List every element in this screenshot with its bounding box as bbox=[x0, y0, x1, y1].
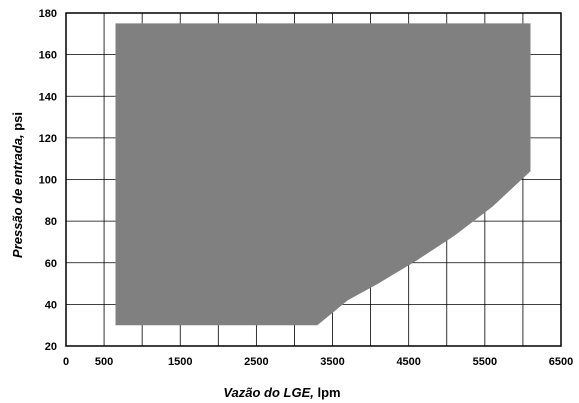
y-tick-label: 20 bbox=[45, 341, 57, 353]
y-tick-label: 160 bbox=[39, 50, 57, 62]
y-axis-title: Pressão de entrada, psi bbox=[10, 112, 25, 258]
x-tick-label: 6500 bbox=[549, 356, 573, 368]
y-tick-label: 60 bbox=[45, 258, 57, 270]
x-tick-labels: 0 500 1500 2500 3500 4500 5500 6500 bbox=[63, 356, 573, 368]
x-tick-label: 2500 bbox=[244, 356, 268, 368]
y-axis-title-unit: psi bbox=[10, 112, 25, 134]
y-tick-label: 100 bbox=[39, 175, 57, 187]
y-tick-label: 180 bbox=[39, 8, 57, 20]
y-tick-label: 40 bbox=[45, 299, 57, 311]
y-tick-label: 120 bbox=[39, 133, 57, 145]
operating-region-area bbox=[115, 23, 531, 326]
x-tick-label: 500 bbox=[95, 356, 113, 368]
x-axis-title: Vazão do LGE, lpm bbox=[223, 385, 340, 400]
y-axis-title-main: Pressão de entrada, bbox=[10, 134, 25, 258]
y-tick-label: 80 bbox=[45, 216, 57, 228]
x-axis-title-unit: lpm bbox=[314, 385, 341, 400]
x-tick-label: 5500 bbox=[473, 356, 497, 368]
x-tick-label: 4500 bbox=[396, 356, 420, 368]
plot-frame bbox=[65, 12, 562, 347]
x-tick-label: 3500 bbox=[320, 356, 344, 368]
x-tick-label: 1500 bbox=[168, 356, 192, 368]
x-tick-label: 0 bbox=[63, 356, 69, 368]
x-axis-title-main: Vazão do LGE, bbox=[223, 385, 314, 400]
y-tick-label: 140 bbox=[39, 91, 57, 103]
y-tick-labels: 20 40 60 80 100 120 140 160 180 bbox=[39, 8, 57, 353]
operating-region bbox=[115, 23, 531, 326]
